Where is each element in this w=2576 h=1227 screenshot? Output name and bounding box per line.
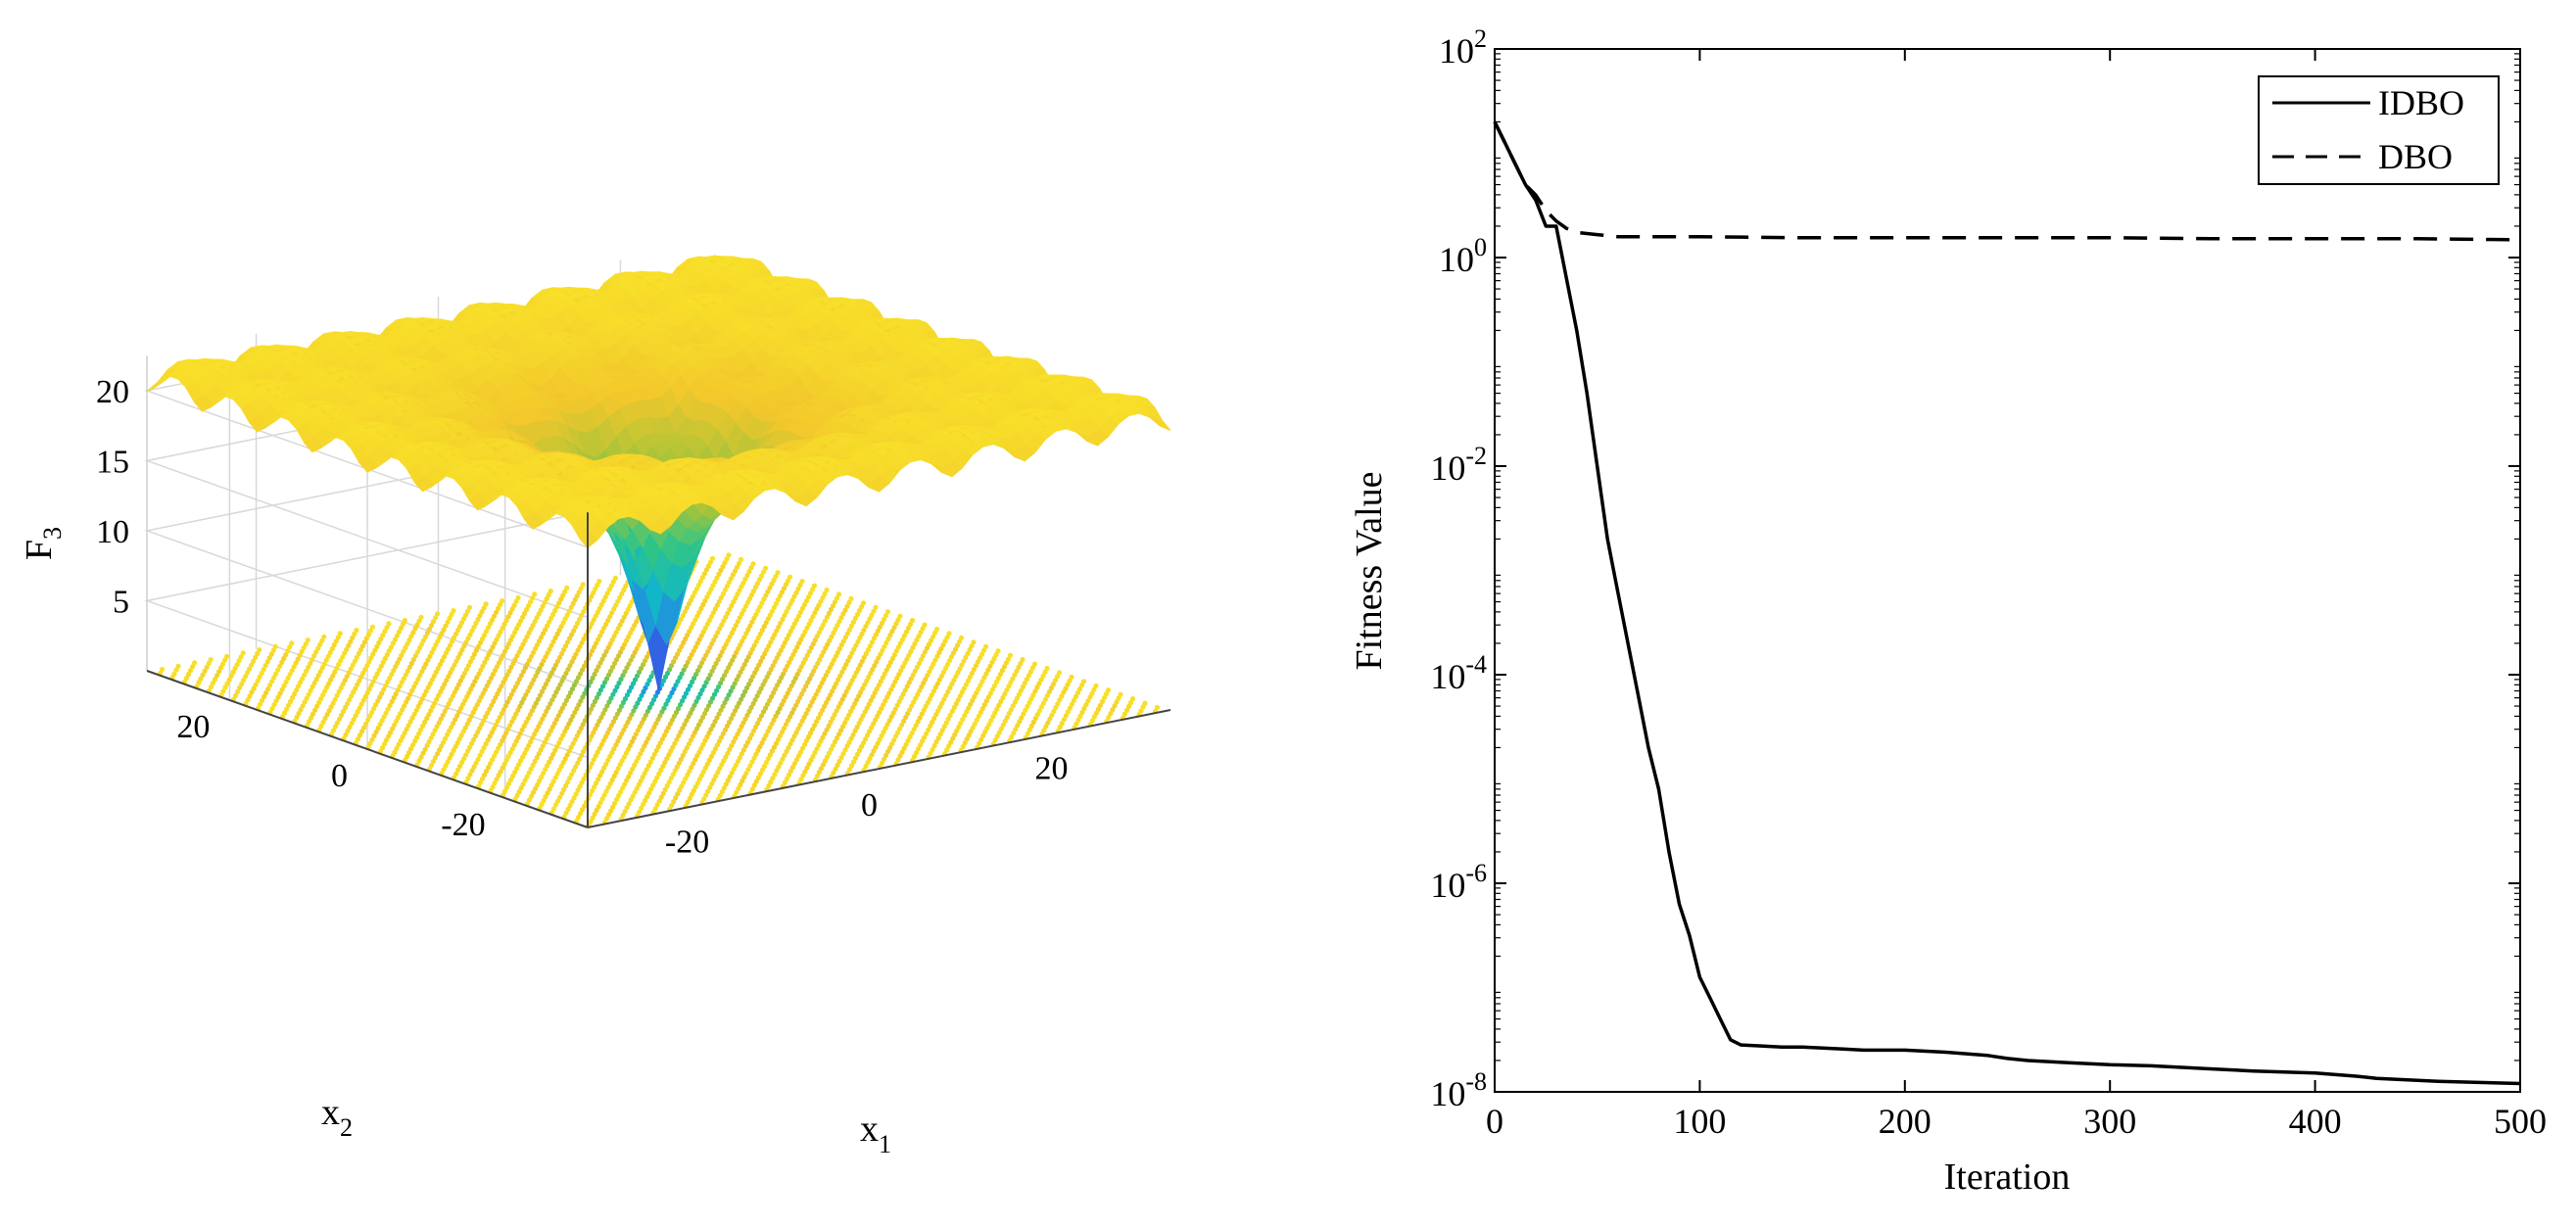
- contour-dot: [1142, 701, 1147, 706]
- contour-dot: [1106, 687, 1111, 692]
- contour-dot: [1118, 692, 1122, 697]
- contour-dot: [1044, 666, 1049, 671]
- contour-dot: [435, 611, 440, 616]
- contour-dot: [1155, 705, 1160, 710]
- contour-dot: [934, 627, 939, 632]
- contour-dot: [726, 552, 731, 557]
- contour-dot: [763, 566, 768, 571]
- contour-dot: [836, 591, 841, 596]
- contour-dot: [403, 618, 407, 623]
- surface-mesh: [147, 256, 1170, 690]
- contour-dot: [1081, 679, 1086, 684]
- contour-dot: [710, 556, 715, 561]
- contour-dot: [1130, 696, 1135, 701]
- contour-dot: [386, 621, 391, 626]
- contour-dot: [192, 660, 197, 665]
- contour-dot: [922, 623, 927, 628]
- contour-dot: [241, 650, 246, 655]
- contour-dot: [209, 657, 214, 662]
- contour-dot: [370, 625, 375, 630]
- contour-dot: [418, 615, 423, 620]
- contour-dot: [306, 637, 310, 642]
- contour-dot: [354, 628, 358, 633]
- contour-dot: [175, 664, 180, 669]
- contour-dot: [848, 596, 853, 601]
- contour-dot: [1093, 684, 1098, 688]
- contour-dot: [467, 605, 472, 610]
- contour-dot: [812, 584, 817, 589]
- contour-dot: [549, 589, 553, 593]
- contour-dot: [500, 598, 504, 603]
- contour-dot: [1069, 675, 1073, 680]
- contour-dot: [1057, 670, 1062, 675]
- contour-dot: [257, 647, 262, 652]
- contour-dot: [1020, 657, 1025, 662]
- contour-dot: [946, 631, 951, 636]
- contour-dot: [451, 608, 455, 613]
- contour-dot: [983, 644, 988, 649]
- contour-dot: [873, 605, 878, 610]
- contour-dot: [971, 639, 976, 644]
- contour-dot: [160, 667, 165, 672]
- contour-dot: [787, 575, 792, 580]
- contour-dot: [273, 644, 278, 649]
- contour-dot: [484, 601, 489, 606]
- contour-dot: [1032, 662, 1037, 667]
- contour-dot: [885, 609, 890, 614]
- contour-dot: [321, 635, 326, 639]
- contour-dot: [596, 579, 601, 584]
- contour-dot: [799, 579, 804, 584]
- contour-dot: [581, 582, 586, 587]
- contour-dot: [897, 614, 902, 619]
- contour-dot: [861, 600, 866, 605]
- contour-dot: [224, 654, 229, 659]
- contour-dot: [910, 618, 915, 623]
- contour-dot: [564, 586, 569, 590]
- contour-dot: [995, 648, 1000, 653]
- contour-dot: [289, 640, 294, 645]
- contour-dot: [739, 557, 743, 562]
- contour-dot: [775, 570, 780, 575]
- contour-dot: [824, 588, 829, 592]
- contour-dot: [338, 631, 343, 636]
- contour-dot: [613, 576, 618, 581]
- contour-dot: [1008, 653, 1013, 658]
- contour-dot: [532, 591, 537, 596]
- contour-dot: [516, 595, 521, 600]
- contour-dot: [959, 636, 964, 640]
- contour-dot: [750, 561, 755, 566]
